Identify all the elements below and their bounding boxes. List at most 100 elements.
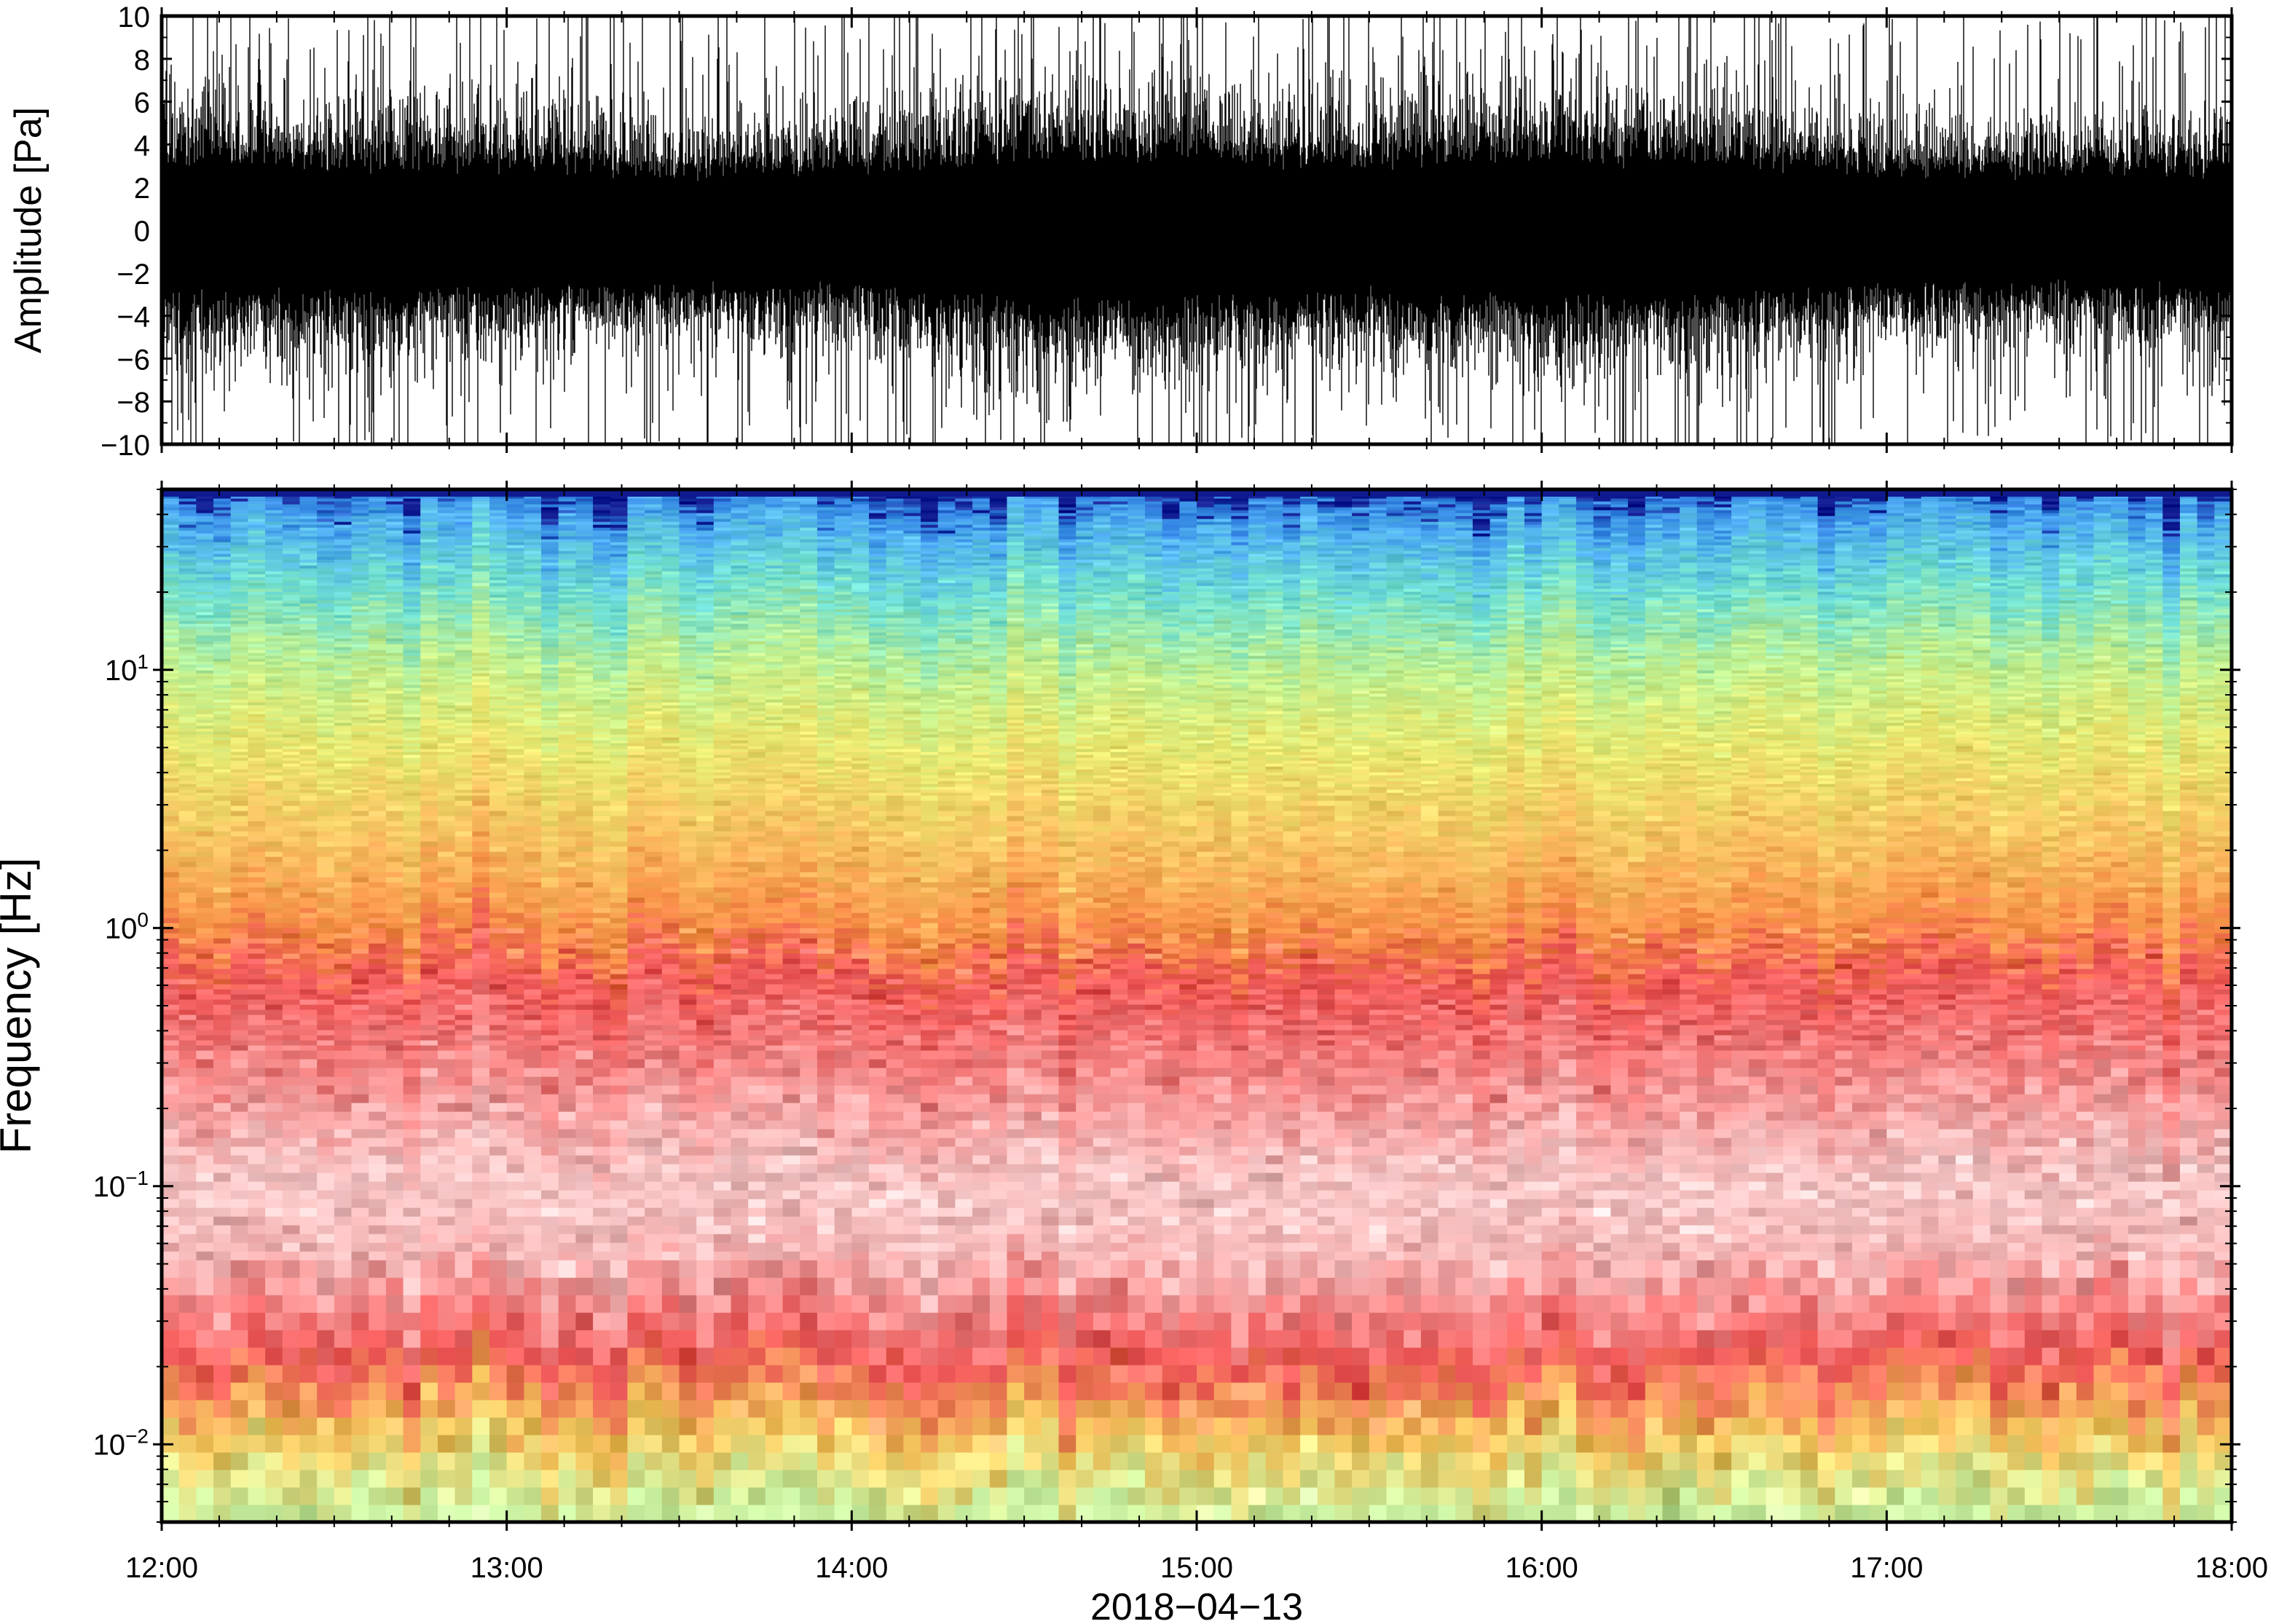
- spectrogram-cell: [213, 1155, 232, 1164]
- spectrogram-cell: [541, 527, 559, 531]
- waveform-y-tick-label: 0: [134, 216, 150, 248]
- spectrogram-cell: [575, 958, 594, 964]
- spectrogram-cell: [506, 984, 524, 990]
- spectrogram-cell: [282, 586, 301, 589]
- spectrogram-cell: [282, 1138, 301, 1147]
- spectrogram-cell: [541, 722, 559, 726]
- spectrogram-cell: [369, 948, 387, 954]
- spectrogram-cell: [506, 571, 524, 575]
- spectrogram-cell: [541, 623, 559, 627]
- spectrogram-cell: [454, 1129, 473, 1138]
- spectrogram-cell: [299, 679, 318, 682]
- spectrogram-cell: [282, 565, 301, 569]
- spectrogram-cell: [248, 545, 266, 548]
- spectrogram-cell: [437, 551, 456, 554]
- spectrogram-cell: [472, 571, 490, 575]
- spectrogram-cell: [420, 963, 438, 969]
- spectrogram-cell: [369, 882, 387, 888]
- spectrogram-cell: [420, 618, 438, 621]
- spectrogram-cell: [282, 1452, 301, 1470]
- spectrogram-cell: [299, 800, 318, 806]
- spectrogram-cell: [230, 778, 249, 781]
- spectrogram-cell: [403, 1094, 421, 1103]
- spectrogram-cell: [299, 717, 318, 720]
- spectrogram-cell: [230, 559, 249, 563]
- spectrogram-cell: [248, 708, 266, 712]
- spectrogram-cell: [317, 609, 335, 612]
- spectrogram-cell: [248, 1172, 266, 1182]
- spectrogram-cell: [472, 1452, 490, 1470]
- spectrogram-cell: [524, 979, 542, 985]
- spectrogram-cell: [282, 711, 301, 714]
- spectrogram-cell: [317, 530, 335, 534]
- waveform-y-tick-label: 2: [134, 173, 150, 205]
- spectrogram-cell: [420, 841, 438, 847]
- spectrogram-cell: [317, 757, 335, 761]
- spectrogram-cell: [196, 867, 214, 872]
- spectrogram-cell: [265, 963, 283, 969]
- spectrogram-cell: [506, 615, 524, 618]
- spectrogram-cell: [506, 568, 524, 572]
- spectrogram-cell: [178, 574, 197, 578]
- spectrogram-cell: [248, 907, 266, 913]
- spectrogram-cell: [558, 711, 576, 714]
- spectrogram-cell: [420, 1295, 438, 1313]
- spectrogram-cell: [369, 984, 387, 990]
- spectrogram-cell: [403, 974, 421, 979]
- spectrogram-cell: [385, 1059, 404, 1068]
- spectrogram-cell: [489, 862, 508, 867]
- spectrogram-cell: [178, 989, 197, 995]
- spectrogram-cell: [334, 887, 353, 893]
- spectrogram-cell: [420, 626, 438, 630]
- spectrogram-cell: [334, 717, 353, 720]
- spectrogram-cell: [506, 943, 524, 949]
- spectrogram-cell: [454, 600, 473, 604]
- spectrogram-cell: [282, 516, 301, 519]
- spectrogram-cell: [248, 831, 266, 837]
- spectrogram-cell: [420, 994, 438, 1000]
- spectrogram-cell: [489, 1076, 508, 1086]
- spectrogram-cell: [420, 763, 438, 767]
- spectrogram-cell: [472, 548, 490, 551]
- spectrogram-cell: [334, 519, 353, 522]
- spectrogram-cell: [178, 1452, 197, 1470]
- spectrogram-cell: [282, 1172, 301, 1182]
- spectrogram-cell: [230, 743, 249, 746]
- spectrogram-cell: [472, 667, 490, 671]
- spectrogram-cell: [541, 711, 559, 714]
- spectrogram-cell: [558, 938, 576, 944]
- spectrogram-cell: [489, 1172, 508, 1182]
- spectrogram-cell: [524, 781, 542, 784]
- spectrogram-cell: [472, 1103, 490, 1112]
- spectrogram-cell: [317, 846, 335, 852]
- spectrogram-cell: [248, 737, 266, 741]
- spectrogram-cell: [265, 588, 283, 592]
- spectrogram-cell: [230, 862, 249, 867]
- spectrogram-cell: [178, 559, 197, 563]
- spectrogram-cell: [437, 781, 456, 784]
- spectrogram-cell: [558, 737, 576, 741]
- spectrogram-cell: [265, 1251, 283, 1261]
- spectrogram-cell: [248, 1365, 266, 1383]
- spectrogram-cell: [299, 789, 318, 793]
- spectrogram-cell: [351, 907, 369, 913]
- spectrogram-cell: [575, 821, 594, 827]
- spectrogram-cell: [369, 821, 387, 827]
- spectrogram-cell: [162, 1417, 180, 1435]
- spectrogram-cell: [299, 1138, 318, 1147]
- spectrogram-cell: [213, 746, 232, 749]
- spectrogram-cell: [420, 778, 438, 781]
- spectrogram-cell: [248, 1004, 266, 1010]
- spectrogram-cell: [524, 846, 542, 852]
- spectrogram-cell: [178, 999, 197, 1005]
- spectrogram-cell: [213, 953, 232, 959]
- spectrogram-cell: [213, 872, 232, 878]
- spectrogram-cell: [178, 670, 197, 674]
- spectrogram-cell: [196, 772, 214, 776]
- spectrogram-cell: [541, 757, 559, 761]
- spectrogram-cell: [265, 789, 283, 793]
- spectrogram-cell: [369, 1312, 387, 1331]
- spectrogram-cell: [265, 708, 283, 712]
- spectrogram-cell: [230, 1181, 249, 1191]
- spectrogram-cell: [437, 1260, 456, 1278]
